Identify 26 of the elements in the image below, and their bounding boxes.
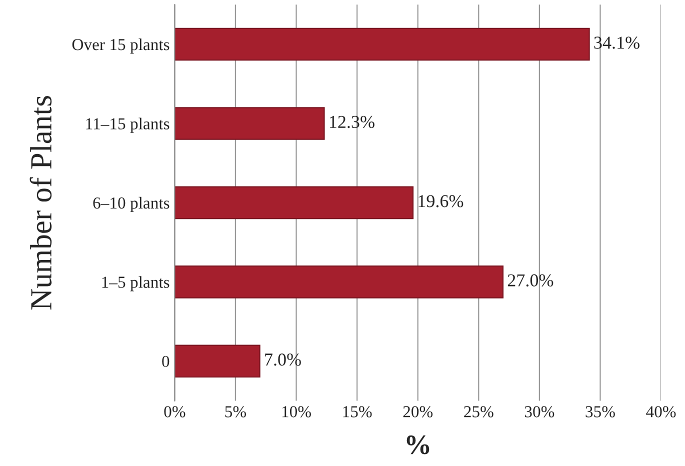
- y-tick-label: 11–15 plants: [86, 118, 170, 133]
- y-tick-label: Over 15 plants: [72, 38, 170, 54]
- x-tick-label: 40%: [646, 406, 676, 418]
- x-tick-label: 10%: [282, 406, 311, 418]
- x-tick-label: 15%: [343, 406, 372, 418]
- data-label: 7.0%: [265, 353, 301, 366]
- x-tick-label: 5%: [225, 406, 246, 418]
- bar: [174, 107, 325, 140]
- x-tick-label: 25%: [464, 406, 494, 418]
- x-tick-label: 30%: [524, 406, 554, 418]
- data-label: 34.1%: [594, 36, 640, 49]
- x-tick-label: 35%: [586, 406, 615, 418]
- y-tick-label: 6–10 plants: [93, 196, 170, 212]
- data-label: 27.0%: [508, 274, 554, 287]
- bar: [174, 266, 504, 298]
- bar: [174, 186, 414, 220]
- y-tick-label: 1–5 plants: [102, 276, 170, 292]
- y-axis-title: Number of Plants: [30, 96, 52, 310]
- data-label: 19.6%: [418, 195, 464, 208]
- x-axis-title: %: [406, 435, 430, 454]
- y-tick-label: 0: [162, 356, 170, 368]
- data-label: 12.3%: [330, 116, 374, 128]
- x-tick-label: 0%: [164, 406, 186, 418]
- x-tick-label: 20%: [403, 406, 433, 418]
- bar: [174, 344, 260, 378]
- bar: [174, 28, 590, 61]
